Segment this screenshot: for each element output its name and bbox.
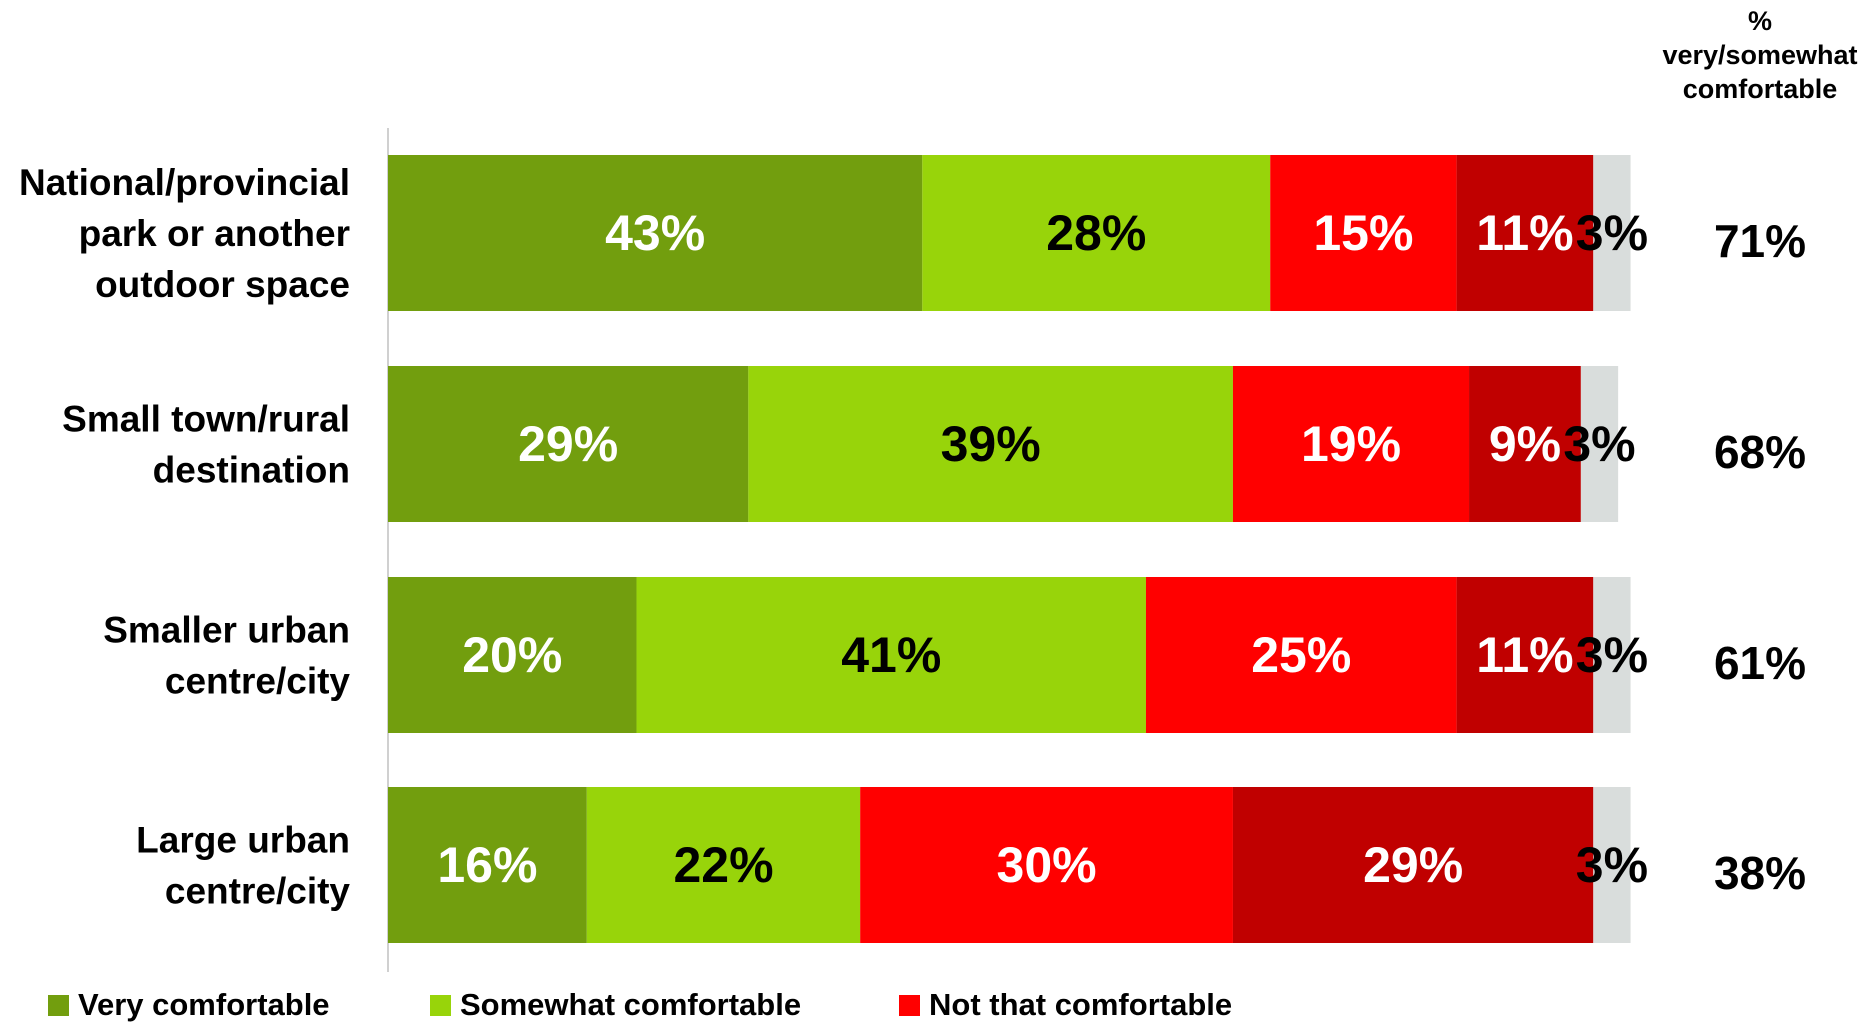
data-label: 3% [1576,627,1648,683]
data-label: 28% [1046,205,1146,261]
bar-segment [388,787,587,943]
legend-label: Somewhat comfortable [460,987,801,1022]
legend-swatch [48,995,69,1016]
data-label: 30% [997,837,1097,893]
bar-segment [1232,787,1594,943]
bar-segment [388,155,923,311]
total-value: 71% [1714,215,1806,267]
data-label: 25% [1251,627,1351,683]
bar-segment [586,787,861,943]
data-label: 3% [1576,837,1648,893]
legend-swatch [430,995,451,1016]
bar-segment [1593,155,1631,311]
total-value: 68% [1714,426,1806,478]
data-label: 29% [518,416,618,472]
legend-label: Very comfortable [78,987,330,1022]
data-label: 11% [1476,627,1573,683]
legend-swatch [899,995,920,1016]
data-label: 43% [605,205,705,261]
data-label: 19% [1301,416,1401,472]
data-label: 22% [673,837,773,893]
data-label: 29% [1363,837,1463,893]
category-label: National/provincial park or another outdoo… [19,162,350,305]
bar-segment [1270,155,1457,311]
bar-segment [1456,577,1594,733]
bar-segment [1145,577,1457,733]
data-label: 9% [1489,416,1561,472]
total-value: 38% [1714,847,1806,899]
bar-segment [1232,366,1470,522]
bar-segment [388,577,637,733]
bar-segment [922,155,1271,311]
data-label: 39% [941,416,1041,472]
data-label: 3% [1563,416,1635,472]
bar-segment [1469,366,1581,522]
legend-label: Not that comfortable [929,987,1232,1022]
bar-segment [1456,155,1594,311]
total-value: 61% [1714,637,1806,689]
totals-header: % very/somewhat comfortable [1662,6,1857,104]
category-label: Smaller urban centre/city [103,609,350,701]
data-label: 41% [841,627,941,683]
category-label: Large urban centre/city [136,819,350,911]
bar-segment [388,366,749,522]
bar-segment [1593,787,1631,943]
data-label: 3% [1576,205,1648,261]
bar-segment [860,787,1233,943]
data-label: 15% [1313,205,1413,261]
bar-segment [748,366,1233,522]
bar-segment [636,577,1146,733]
data-label: 20% [462,627,562,683]
bar-segment [1593,577,1631,733]
data-label: 11% [1476,205,1573,261]
data-label: 16% [437,837,537,893]
bar-segment [1580,366,1619,522]
category-label: Small town/rural destination [62,398,350,490]
